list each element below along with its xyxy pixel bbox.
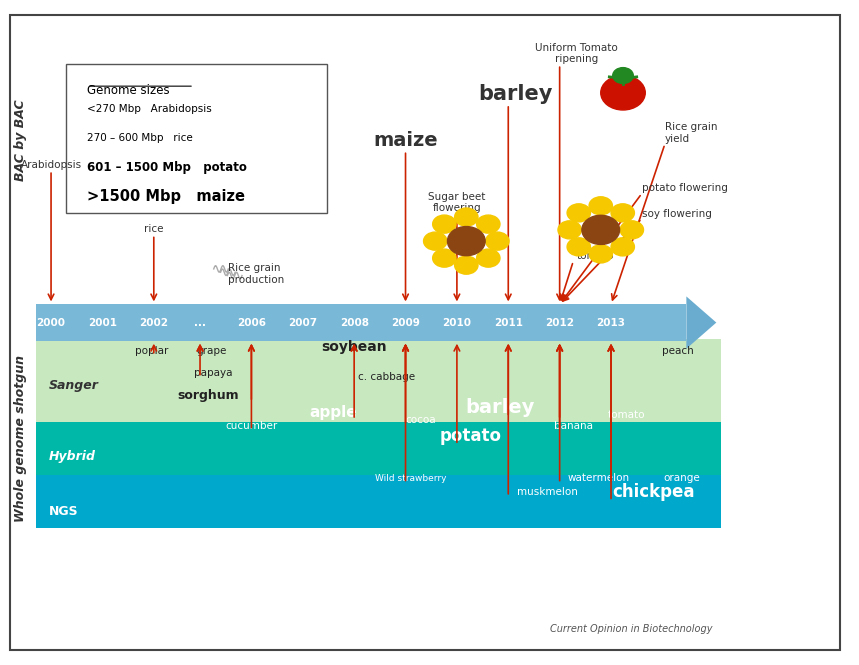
Text: 2010: 2010 [442,318,472,328]
Circle shape [454,256,478,274]
Circle shape [567,238,590,256]
Text: Genome sizes: Genome sizes [87,84,169,97]
Circle shape [423,232,447,250]
Circle shape [567,204,590,222]
Text: apple: apple [310,405,357,420]
Text: 2006: 2006 [237,318,266,328]
Text: 2000: 2000 [37,318,65,328]
Circle shape [611,204,635,222]
Text: 2013: 2013 [596,318,625,328]
Text: >1500 Mbp   maize: >1500 Mbp maize [87,190,245,204]
Text: barley: barley [465,398,534,417]
Circle shape [477,215,500,233]
Text: grape: grape [196,346,227,356]
FancyBboxPatch shape [65,65,326,213]
Text: 2009: 2009 [391,318,420,328]
Text: tomato: tomato [607,410,645,420]
Text: ...: ... [194,318,206,328]
Text: 2001: 2001 [88,318,117,328]
Text: watermelon: watermelon [568,473,631,483]
Circle shape [433,215,456,233]
FancyBboxPatch shape [35,305,686,340]
Text: 2007: 2007 [289,318,317,328]
Text: Sanger: Sanger [48,379,99,392]
Text: Rice grain
yield: Rice grain yield [665,122,717,144]
FancyBboxPatch shape [10,15,840,650]
Text: banana: banana [554,420,593,430]
Circle shape [589,245,612,263]
Text: Wild strawberry: Wild strawberry [375,475,447,483]
Text: papaya: papaya [194,368,233,378]
Text: Uniform Tomato
ripening: Uniform Tomato ripening [535,43,618,65]
Text: tomato: tomato [576,251,614,261]
Text: soy flowering: soy flowering [642,209,712,219]
Circle shape [600,76,645,110]
Text: soybean: soybean [321,340,387,354]
Circle shape [477,249,500,267]
Text: Arabidopsis: Arabidopsis [21,160,82,170]
Circle shape [620,221,643,239]
Circle shape [433,249,456,267]
Text: cocoa: cocoa [405,415,436,425]
Text: chickpea: chickpea [612,483,695,501]
Text: 601 – 1500 Mbp   potato: 601 – 1500 Mbp potato [87,161,247,174]
Circle shape [454,208,478,226]
Circle shape [558,221,582,239]
Text: cucumber: cucumber [225,420,277,430]
Text: NGS: NGS [48,505,78,517]
Text: peach: peach [662,346,694,356]
Text: potato flowering: potato flowering [642,184,728,194]
Text: 2012: 2012 [545,318,574,328]
Text: c. cabbage: c. cabbage [358,372,415,382]
Text: Hybrid: Hybrid [48,450,95,463]
Text: sorghum: sorghum [178,389,240,402]
FancyBboxPatch shape [35,339,721,422]
Text: muskmelon: muskmelon [517,487,578,497]
Text: 2011: 2011 [494,318,523,328]
Text: orange: orange [664,473,700,483]
Circle shape [448,227,485,255]
Text: maize: maize [373,132,438,150]
Text: barley: barley [478,84,552,104]
FancyBboxPatch shape [35,422,721,475]
Circle shape [485,232,509,250]
Polygon shape [686,297,716,348]
Text: Sugar beet
flowering: Sugar beet flowering [429,192,485,213]
Text: Whole genome shotgun: Whole genome shotgun [14,355,27,522]
FancyBboxPatch shape [35,475,721,528]
Text: 270 – 600 Mbp   rice: 270 – 600 Mbp rice [87,132,192,142]
Text: Current Opinion in Biotechnology: Current Opinion in Biotechnology [550,624,712,634]
Text: BAC by BAC: BAC by BAC [14,100,27,182]
Circle shape [589,197,612,215]
Circle shape [611,238,635,256]
Text: poplar: poplar [135,346,168,356]
Text: Rice grain
production: Rice grain production [228,263,284,285]
Text: 2008: 2008 [339,318,369,328]
Text: 2002: 2002 [139,318,168,328]
Text: potato: potato [440,427,502,445]
Text: <270 Mbp   Arabidopsis: <270 Mbp Arabidopsis [87,104,212,114]
Circle shape [582,215,619,245]
Circle shape [612,68,633,84]
Text: rice: rice [144,225,163,235]
